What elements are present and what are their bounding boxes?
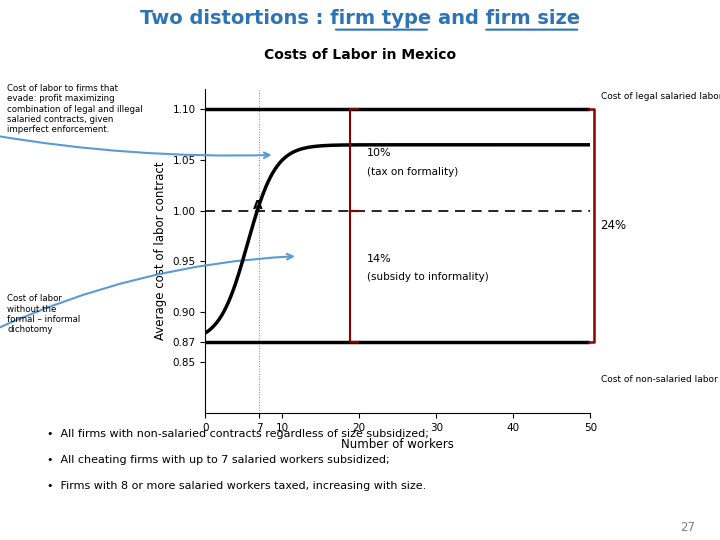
Text: Cost of legal salaried labor: Cost of legal salaried labor	[601, 92, 720, 100]
Text: Cost of non-salaried labor: Cost of non-salaried labor	[601, 375, 718, 383]
Text: 24%: 24%	[600, 219, 626, 232]
Text: •  Firms with 8 or more salaried workers taxed, increasing with size.: • Firms with 8 or more salaried workers …	[47, 481, 426, 491]
Text: 14%: 14%	[367, 254, 392, 264]
X-axis label: Number of workers: Number of workers	[341, 438, 454, 451]
Text: Costs of Labor in Mexico: Costs of Labor in Mexico	[264, 48, 456, 62]
Text: (tax on formality): (tax on formality)	[367, 167, 458, 177]
Text: •  All firms with non-salaried contracts regardless of size subsidized;: • All firms with non-salaried contracts …	[47, 429, 428, 440]
Text: Two distortions : firm type and firm size: Two distortions : firm type and firm siz…	[140, 9, 580, 28]
Text: Cost of labor to firms that
evade: profit maximizing
combination of legal and il: Cost of labor to firms that evade: profi…	[7, 84, 143, 134]
Text: 10%: 10%	[367, 148, 392, 158]
Text: •  All cheating firms with up to 7 salaried workers subsidized;: • All cheating firms with up to 7 salari…	[47, 455, 390, 465]
Text: Cost of labor
without the
formal – informal
dichotomy: Cost of labor without the formal – infor…	[7, 294, 81, 334]
Text: 27: 27	[680, 521, 695, 534]
Y-axis label: Average cost of labor contract: Average cost of labor contract	[154, 162, 167, 340]
Text: (subsidy to informality): (subsidy to informality)	[367, 272, 489, 282]
Text: A: A	[253, 199, 263, 212]
